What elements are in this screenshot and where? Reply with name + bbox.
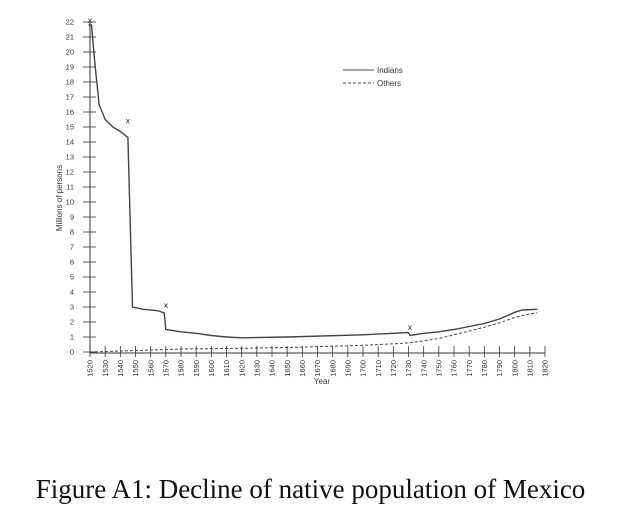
x-tick-label: 1670	[313, 360, 322, 377]
event-markers: x x x x	[88, 16, 413, 332]
x-tick-label: 1520	[86, 360, 95, 377]
x-tick-label: 1770	[465, 360, 474, 377]
chart-legend: Indians Others	[343, 66, 403, 88]
y-tick-label: 13	[66, 153, 74, 162]
y-tick-label: 8	[70, 228, 74, 237]
x-tick-label: 1730	[404, 360, 413, 377]
y-tick-label: 4	[70, 288, 74, 297]
x-tick-label: 1750	[435, 360, 444, 377]
y-tick-label: 11	[66, 183, 74, 192]
y-tick-label: 6	[70, 258, 74, 267]
y-tick-label: 9	[70, 213, 74, 222]
x-tick-label: 1690	[344, 360, 353, 377]
series-line-others	[89, 312, 538, 353]
event-marker: x	[163, 301, 168, 310]
x-tick-label: 1820	[541, 360, 550, 377]
y-tick-label: 3	[70, 303, 74, 312]
x-tick-label: 1720	[389, 360, 398, 377]
y-tick-label: 10	[66, 198, 74, 207]
x-tick-label: 1800	[510, 360, 519, 377]
x-tick-label: 1580	[177, 360, 186, 377]
x-tick-label: 1530	[101, 360, 110, 377]
x-tick-label: 1780	[480, 360, 489, 377]
y-tick-label: 12	[66, 168, 74, 177]
x-tick-label: 1620	[237, 360, 246, 377]
x-tick-label: 1710	[374, 360, 383, 377]
y-tick-label: 2	[70, 318, 74, 327]
y-tick-label: 14	[66, 138, 74, 147]
event-marker: x	[88, 16, 93, 25]
line-chart: 0123456789101112131415161718192021221520…	[55, 16, 550, 386]
legend-label-indians: Indians	[377, 66, 403, 75]
x-tick-label: 1680	[328, 360, 337, 377]
x-tick-label: 1810	[526, 360, 535, 377]
y-tick-label: 18	[66, 78, 74, 87]
figure-caption: Figure A1: Decline of native population …	[35, 474, 586, 504]
x-tick-label: 1610	[222, 360, 231, 377]
y-tick-label: 5	[70, 273, 74, 282]
x-tick-label: 1760	[450, 360, 459, 377]
x-tick-label: 1790	[495, 360, 504, 377]
x-tick-label: 1630	[253, 360, 262, 377]
y-tick-label: 20	[66, 48, 74, 57]
y-tick-label: 15	[66, 123, 74, 132]
x-tick-label: 1660	[298, 360, 307, 377]
y-tick-label: 16	[66, 108, 74, 117]
x-tick-label: 1700	[359, 360, 368, 377]
x-axis-title: Year	[314, 377, 331, 386]
event-marker: x	[126, 117, 131, 126]
event-marker: x	[408, 323, 413, 332]
x-tick-label: 1550	[131, 360, 140, 377]
x-tick-label: 1590	[192, 360, 201, 377]
y-tick-label: 17	[66, 93, 74, 102]
x-tick-label: 1740	[419, 360, 428, 377]
x-tick-label: 1560	[146, 360, 155, 377]
chart-series	[88, 24, 538, 353]
y-tick-label: 0	[70, 348, 74, 357]
x-tick-label: 1570	[162, 360, 171, 377]
y-tick-label: 19	[66, 63, 74, 72]
y-tick-label: 7	[70, 243, 74, 252]
y-tick-label: 21	[66, 33, 74, 42]
y-tick-label: 1	[70, 333, 74, 342]
x-tick-label: 1600	[207, 360, 216, 377]
x-tick-label: 1540	[116, 360, 125, 377]
x-tick-label: 1650	[283, 360, 292, 377]
chart-axes: 0123456789101112131415161718192021221520…	[66, 18, 550, 377]
series-line-indians	[88, 24, 538, 339]
y-axis-title: Millions of persons	[55, 165, 64, 231]
legend-label-others: Others	[377, 79, 401, 88]
x-tick-label: 1640	[268, 360, 277, 377]
y-tick-label: 22	[66, 18, 74, 27]
